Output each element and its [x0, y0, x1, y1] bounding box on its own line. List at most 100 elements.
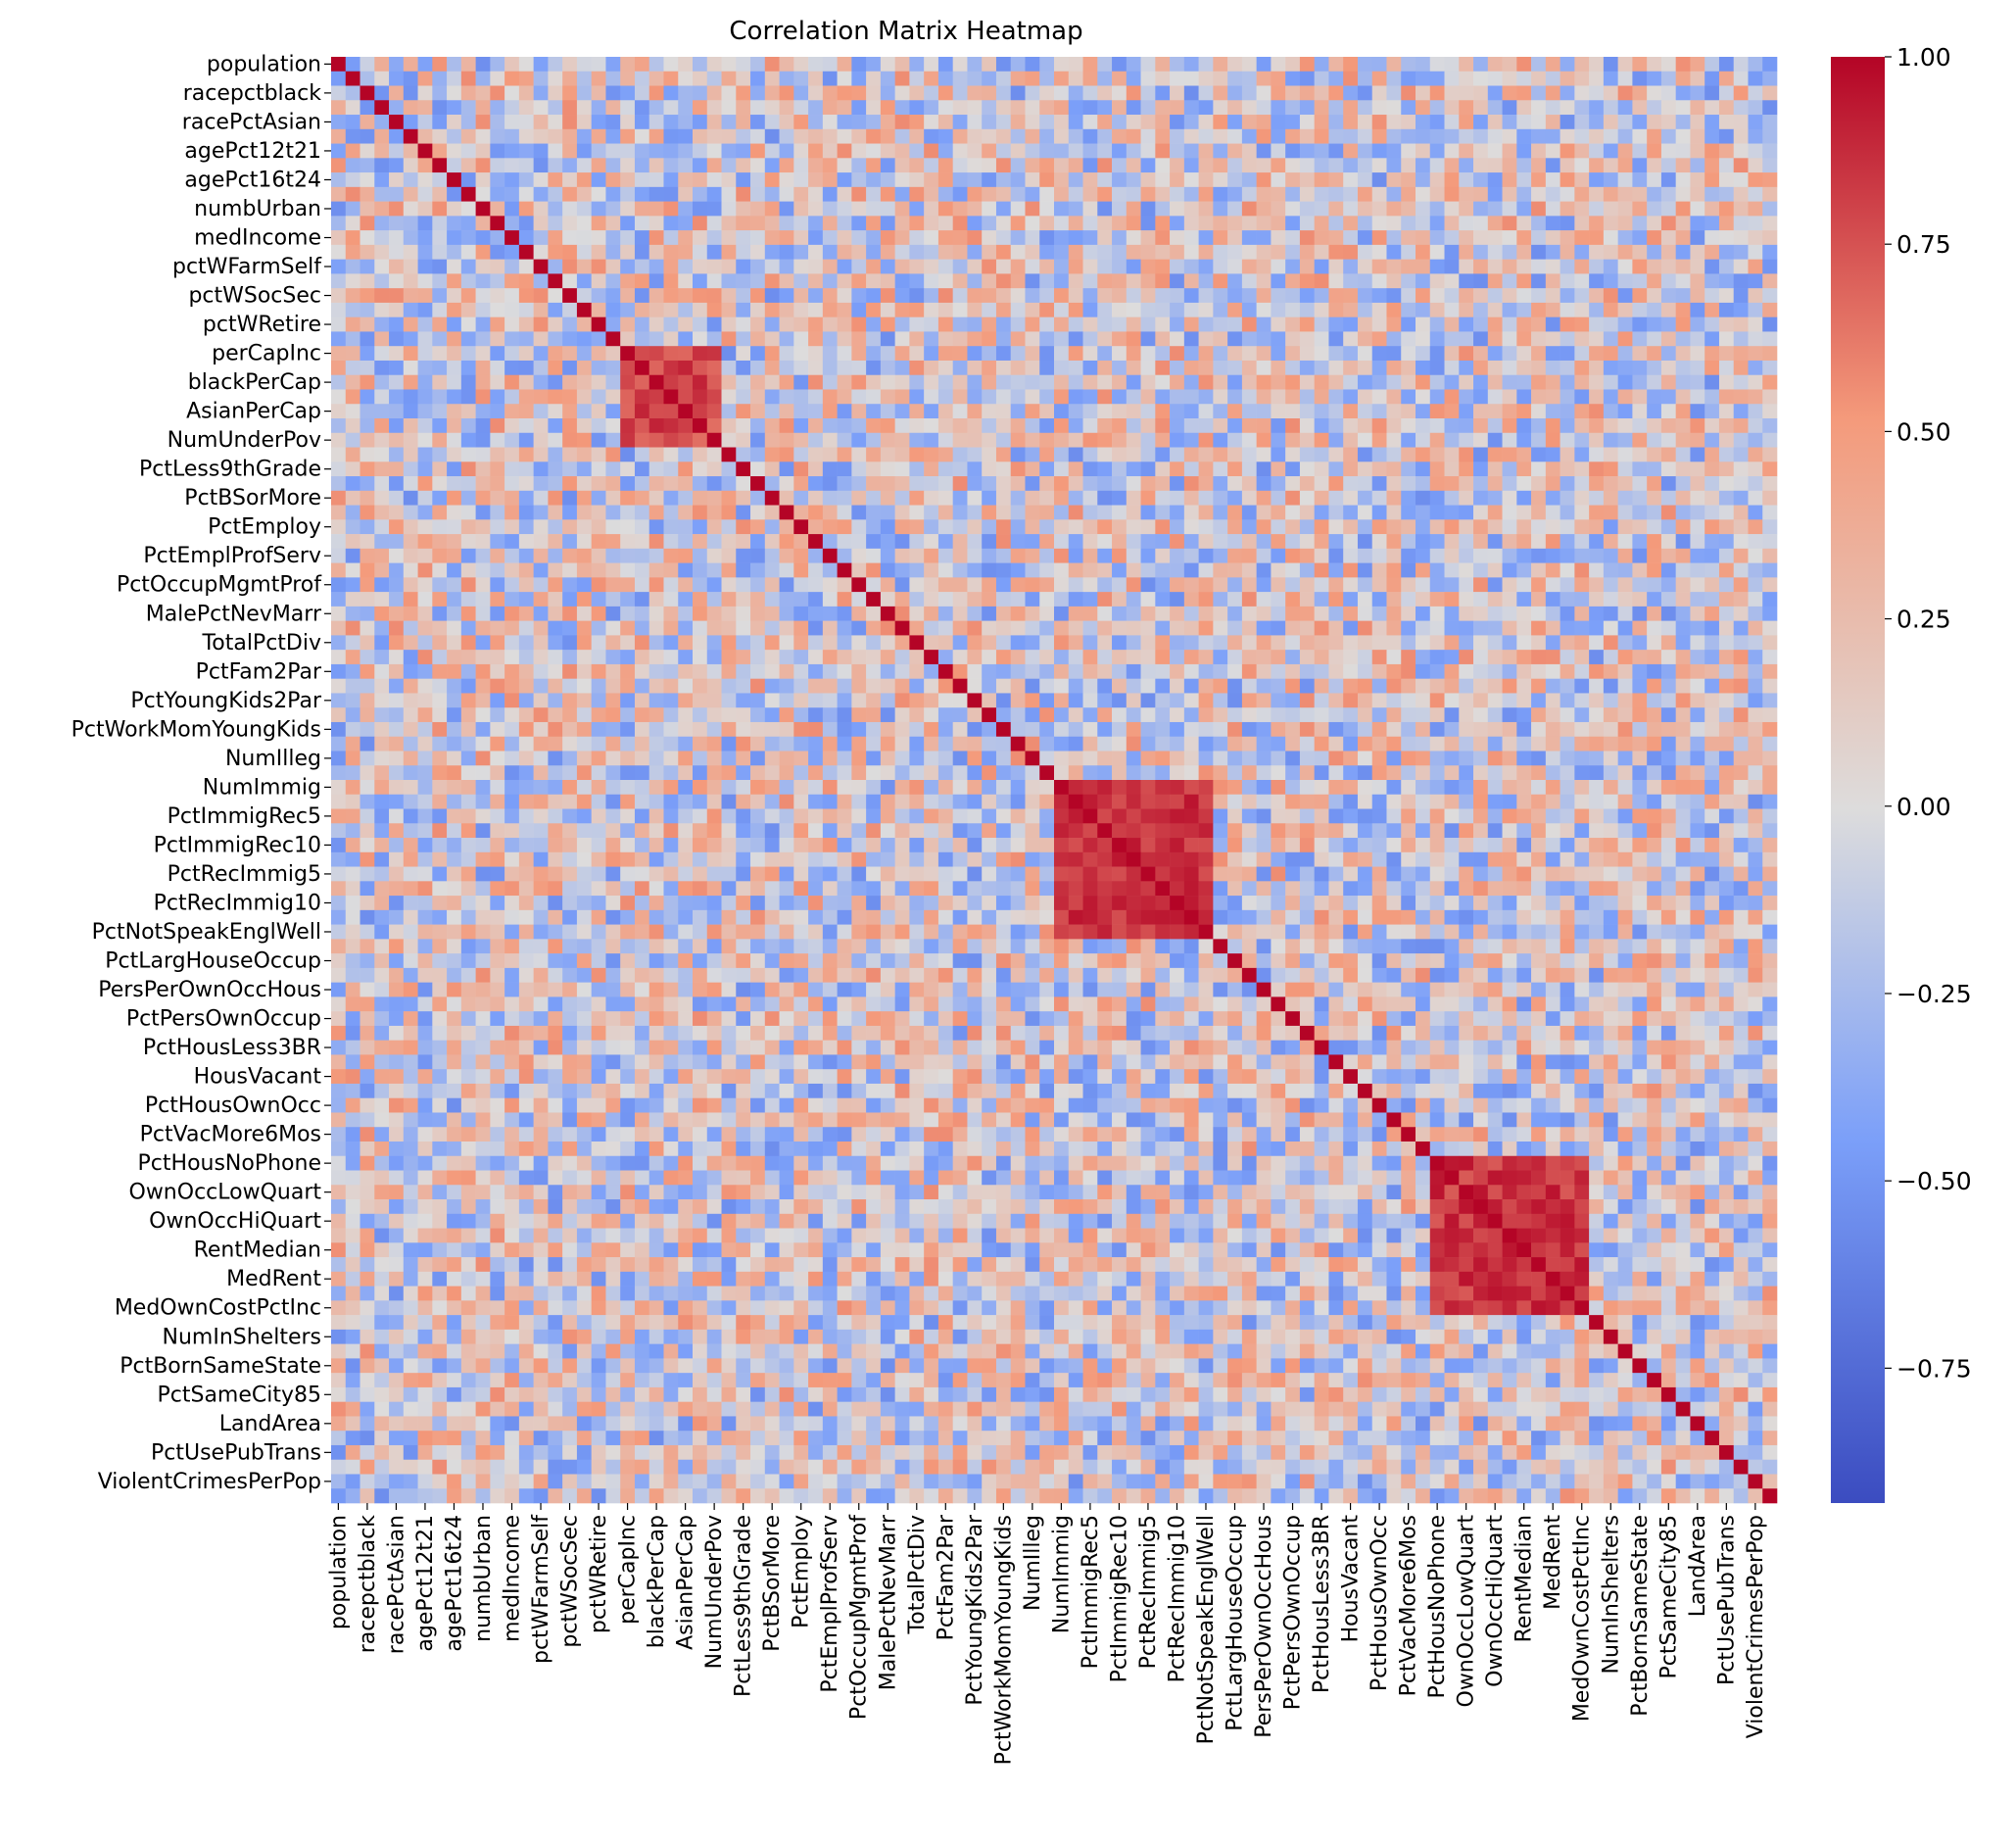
heatmap-cell: [1473, 432, 1489, 448]
heatmap-cell: [793, 331, 809, 347]
heatmap-cell: [417, 721, 433, 738]
heatmap-cell: [924, 663, 939, 679]
heatmap-cell: [995, 592, 1012, 607]
heatmap-cell: [1617, 115, 1633, 130]
heatmap-cell: [721, 765, 737, 781]
heatmap-cell: [1429, 693, 1445, 708]
heatmap-cell: [1704, 57, 1720, 73]
heatmap-cell: [1371, 577, 1387, 593]
heatmap-cell: [1531, 158, 1547, 173]
heatmap-cell: [1285, 128, 1301, 144]
heatmap-cell: [721, 57, 737, 73]
heatmap-cell: [937, 592, 953, 607]
heatmap-cell: [1097, 432, 1113, 448]
heatmap-cell: [389, 374, 405, 390]
heatmap-cell: [1170, 273, 1185, 289]
heatmap-cell: [1314, 316, 1329, 332]
heatmap-cell: [1560, 273, 1575, 289]
heatmap-cell: [1343, 230, 1359, 246]
heatmap-cell: [1097, 273, 1113, 289]
heatmap-cell: [1401, 404, 1416, 419]
heatmap-cell: [924, 172, 939, 188]
heatmap-cell: [1386, 230, 1402, 246]
heatmap-cell: [1690, 534, 1705, 550]
heatmap-cell: [750, 418, 766, 434]
heatmap-cell: [1025, 650, 1040, 665]
heatmap-cell: [982, 721, 997, 738]
heatmap-cell: [1589, 273, 1605, 289]
heatmap-cell: [1429, 678, 1445, 694]
heatmap-cell: [490, 115, 505, 130]
heatmap-cell: [1010, 577, 1026, 593]
heatmap-cell: [389, 432, 405, 448]
heatmap-cell: [1560, 751, 1575, 766]
heatmap-cell: [706, 288, 722, 304]
heatmap-cell: [1241, 143, 1257, 159]
heatmap-cell: [706, 620, 722, 636]
heatmap-cell: [894, 447, 910, 462]
heatmap-cell: [1748, 100, 1763, 116]
heatmap-cell: [1126, 316, 1141, 332]
heatmap-cell: [648, 693, 664, 708]
heatmap-cell: [374, 462, 390, 477]
heatmap-cell: [562, 331, 578, 347]
heatmap-cell: [648, 259, 664, 274]
heatmap-cell: [504, 115, 520, 130]
heatmap-cell: [345, 230, 360, 246]
heatmap-cell: [995, 346, 1012, 362]
heatmap-cell: [967, 635, 983, 651]
heatmap-cell: [1603, 765, 1618, 781]
heatmap-cell: [1213, 201, 1228, 217]
heatmap-cell: [1343, 302, 1359, 317]
heatmap-cell: [1299, 418, 1315, 434]
heatmap-cell: [1748, 244, 1763, 260]
heatmap-cell: [1025, 707, 1040, 723]
heatmap-cell: [331, 143, 347, 159]
heatmap-cell: [389, 288, 405, 304]
heatmap-cell: [1256, 57, 1272, 73]
heatmap-cell: [1690, 577, 1705, 593]
heatmap-cell: [1054, 172, 1070, 188]
heatmap-cell: [967, 693, 983, 708]
heatmap-cell: [1401, 650, 1416, 665]
heatmap-cell: [880, 462, 895, 477]
heatmap-cell: [1213, 316, 1228, 332]
heatmap-cell: [779, 736, 794, 752]
heatmap-cell: [634, 548, 650, 563]
heatmap-cell: [648, 389, 664, 405]
heatmap-cell: [1112, 650, 1128, 665]
heatmap-cell: [721, 606, 737, 621]
heatmap-cell: [1227, 259, 1243, 274]
heatmap-cell: [533, 447, 549, 462]
heatmap-cell: [460, 244, 476, 260]
heatmap-cell: [1444, 635, 1460, 651]
heatmap-cell: [1213, 592, 1228, 607]
heatmap-cell: [1603, 331, 1618, 347]
heatmap-cell: [447, 606, 462, 621]
heatmap-cell: [1589, 751, 1605, 766]
heatmap-cell: [447, 71, 462, 86]
heatmap-cell: [533, 707, 549, 723]
heatmap-cell: [389, 592, 405, 607]
heatmap-cell: [1357, 765, 1373, 781]
heatmap-cell: [1025, 374, 1040, 390]
heatmap-cell: [1502, 316, 1517, 332]
heatmap-cell: [952, 346, 968, 362]
heatmap-cell: [1271, 534, 1286, 550]
heatmap-cell: [678, 404, 694, 419]
heatmap-cell: [706, 128, 722, 144]
heatmap-cell: [417, 128, 433, 144]
heatmap-cell: [1010, 331, 1026, 347]
heatmap-cell: [1762, 707, 1778, 723]
heatmap-cell: [1589, 447, 1605, 462]
heatmap-cell: [1285, 216, 1301, 231]
heatmap-cell: [837, 186, 852, 202]
heatmap-cell: [1589, 707, 1605, 723]
heatmap-cell: [1718, 548, 1735, 563]
heatmap-cell: [952, 201, 968, 217]
heatmap-cell: [605, 751, 621, 766]
heatmap-cell: [432, 85, 448, 101]
heatmap-cell: [1140, 635, 1156, 651]
heatmap-cell: [1603, 288, 1618, 304]
heatmap-cell: [693, 360, 708, 376]
